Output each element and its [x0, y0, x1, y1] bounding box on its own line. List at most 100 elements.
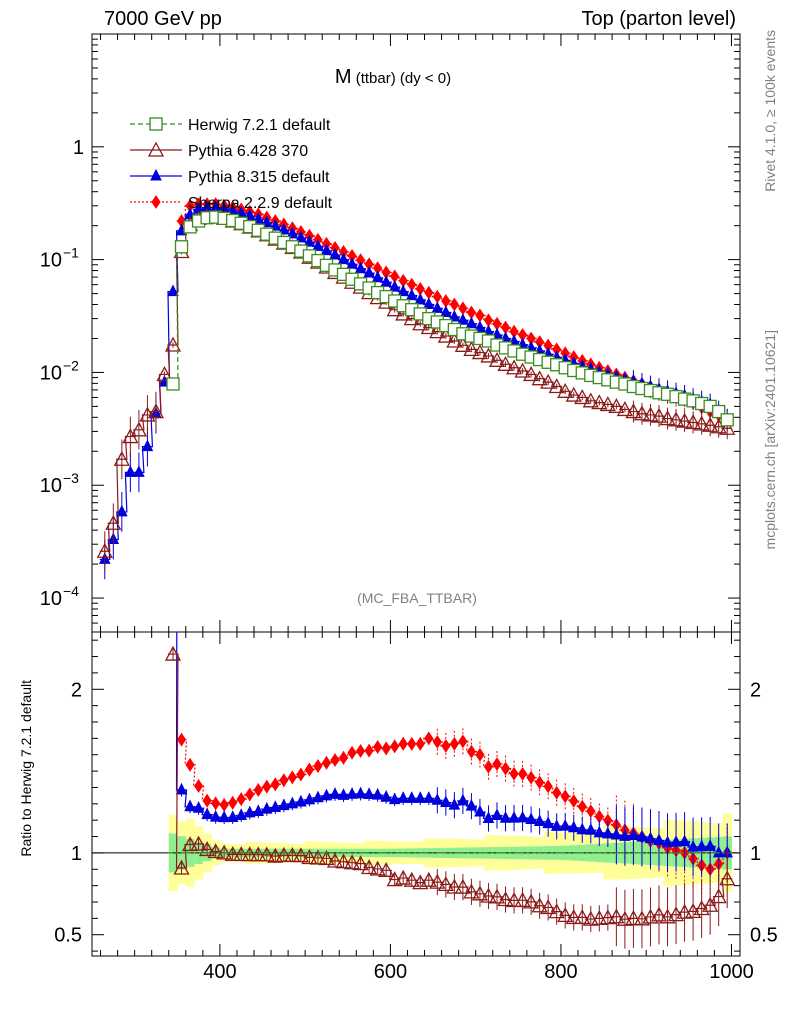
- x-tick-label: 600: [374, 961, 407, 983]
- ratio-point: [540, 899, 557, 915]
- data-point: [642, 406, 659, 422]
- data-point: [432, 289, 442, 304]
- ratio-point: [304, 762, 315, 777]
- ratio-point: [176, 732, 187, 747]
- data-point: [633, 405, 651, 421]
- ratio-point: [414, 791, 427, 803]
- data-point: [720, 413, 734, 427]
- ratio-point: [627, 828, 640, 840]
- ratio-point: [371, 788, 384, 800]
- ratio-point: [710, 888, 727, 904]
- data-point: [523, 366, 540, 382]
- ratio-tick-label: 2: [71, 679, 82, 701]
- legend-marker: [147, 141, 165, 157]
- ratio-point: [424, 731, 434, 746]
- ratio-point: [286, 796, 299, 809]
- data-point: [380, 275, 392, 287]
- ratio-point: [355, 744, 366, 758]
- data-point: [582, 392, 599, 408]
- data-point: [96, 542, 113, 558]
- ratio-point: [431, 793, 444, 805]
- data-point: [465, 316, 478, 329]
- data-point: [483, 313, 494, 328]
- ratio-point: [381, 741, 391, 756]
- data-point: [431, 301, 444, 313]
- ratio-point: [260, 801, 273, 814]
- ratio-point: [250, 846, 267, 862]
- data-point: [167, 284, 179, 297]
- data-point: [303, 234, 316, 247]
- ratio-point: [207, 843, 224, 859]
- ratio-point: [201, 807, 213, 820]
- data-point: [405, 288, 418, 301]
- ratio-point: [531, 897, 548, 913]
- ratio-point: [363, 787, 375, 799]
- data-point: [531, 370, 548, 386]
- ratio-point: [262, 779, 272, 794]
- ratio-point: [216, 844, 233, 860]
- ratio-point: [523, 893, 540, 909]
- ratio-point: [164, 645, 182, 661]
- main-y-ticks: 110−110−210−310−4: [40, 33, 740, 633]
- ratio-point: [292, 847, 309, 863]
- data-point: [548, 378, 565, 394]
- data-point: [667, 411, 685, 427]
- y-tick-label: 10: [40, 362, 62, 384]
- data-point: [599, 396, 616, 412]
- ratio-point: [243, 805, 256, 818]
- ratio-point: [388, 792, 401, 805]
- ratio-point: [535, 775, 545, 790]
- y-tick-exponent: −3: [63, 470, 79, 486]
- ratio-point: [463, 883, 480, 899]
- data-point: [616, 401, 633, 417]
- ratio-point: [267, 847, 284, 863]
- data-point: [295, 230, 307, 243]
- ratio-point: [576, 822, 589, 835]
- ratio-point: [483, 759, 494, 774]
- ratio-tick-label: 0.5: [54, 925, 82, 947]
- ratio-point: [712, 845, 725, 858]
- ratio-point: [403, 871, 420, 887]
- ratio-point: [480, 887, 497, 903]
- y-tick-exponent: −4: [63, 583, 79, 599]
- ratio-point: [446, 878, 463, 894]
- data-point: [354, 261, 367, 274]
- ratio-point: [415, 736, 425, 751]
- data-point: [174, 240, 189, 254]
- ratio-point: [497, 891, 514, 907]
- ratio-point: [543, 779, 553, 794]
- data-point: [440, 305, 452, 317]
- ratio-point: [352, 855, 369, 871]
- legend-label: Herwig 7.2.1 default: [188, 117, 331, 134]
- data-point: [574, 389, 591, 405]
- data-point: [286, 226, 299, 239]
- ratio-point: [471, 885, 489, 901]
- data-point: [156, 366, 173, 382]
- ratio-point: [499, 811, 512, 823]
- data-point: [650, 407, 668, 423]
- ratio-point: [386, 871, 403, 887]
- data-point: [676, 412, 693, 428]
- data-point: [397, 284, 410, 297]
- x-axis-ticks: 400 600 800 1000: [100, 34, 754, 983]
- ratio-point: [190, 835, 207, 851]
- data-point: [441, 294, 451, 308]
- ratio-point: [650, 906, 668, 922]
- ratio-point: [552, 785, 562, 800]
- series-pythia6-ratio: [164, 645, 736, 949]
- ratio-point: [505, 892, 523, 908]
- header-process: Top (parton level): [581, 8, 736, 30]
- data-point: [474, 320, 486, 333]
- ratio-point: [454, 878, 471, 894]
- ratio-frame: [91, 631, 741, 957]
- data-point: [320, 243, 333, 256]
- ratio-point: [398, 736, 408, 751]
- ratio-point: [687, 839, 699, 852]
- ratio-point: [233, 846, 250, 862]
- data-point: [480, 347, 497, 363]
- ratio-point: [500, 761, 511, 776]
- plot-title-main: M: [334, 66, 352, 88]
- ratio-line: [168, 653, 733, 920]
- y-tick-exponent: −2: [63, 357, 79, 373]
